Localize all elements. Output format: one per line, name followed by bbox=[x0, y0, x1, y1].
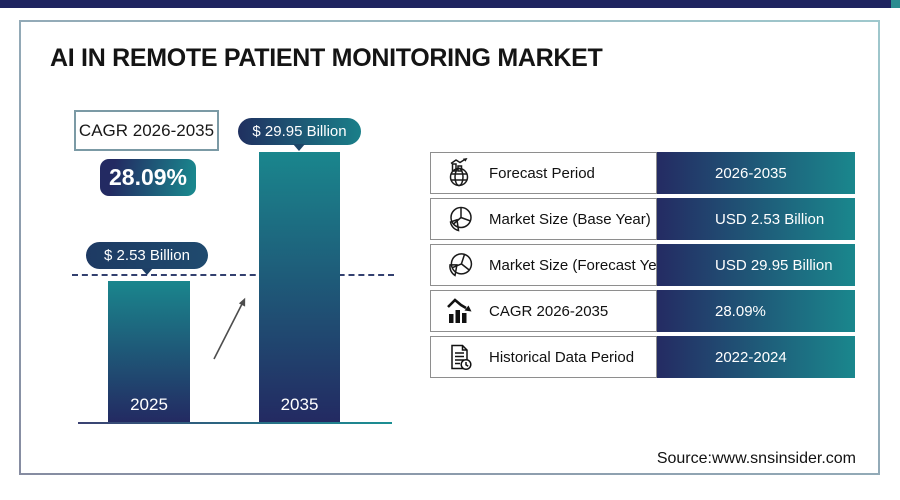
table-row-value: 2022-2024 bbox=[657, 336, 855, 378]
pie-chart-icon bbox=[444, 249, 476, 281]
bar-value-callout-2035: $ 29.95 Billion bbox=[238, 118, 361, 145]
bar-2025: 2025 bbox=[108, 281, 190, 422]
document-clock-icon bbox=[444, 341, 476, 373]
table-row-label: Market Size (Base Year) bbox=[489, 210, 651, 228]
table-row-value: USD 29.95 Billion bbox=[657, 244, 855, 286]
table-row: Historical Data Period 2022-2024 bbox=[430, 336, 855, 378]
table-row-value: 2026-2035 bbox=[657, 152, 855, 194]
table-row-value: 28.09% bbox=[657, 290, 855, 332]
growth-arrow-icon bbox=[213, 297, 246, 360]
page-title: AI IN REMOTE PATIENT MONITORING MARKET bbox=[50, 44, 603, 72]
reference-dashed-line bbox=[72, 274, 394, 276]
table-row: CAGR 2026-2035 28.09% bbox=[430, 290, 855, 332]
bar-2035: 2035 bbox=[259, 152, 340, 422]
bar-year-label: 2035 bbox=[280, 395, 319, 414]
table-row-label: Forecast Period bbox=[489, 164, 595, 182]
cagr-value-badge: 28.09% bbox=[100, 159, 196, 196]
table-row: Forecast Period 2026-2035 bbox=[430, 152, 855, 194]
table-row: Market Size (Base Year) USD 2.53 Billion bbox=[430, 198, 855, 240]
table-row-value: USD 2.53 Billion bbox=[657, 198, 855, 240]
bar-chart-arrow-icon bbox=[444, 295, 476, 327]
bar-value-callout-2025: $ 2.53 Billion bbox=[86, 242, 208, 269]
table-row: Market Size (Forecast Year) USD 29.95 Bi… bbox=[430, 244, 855, 286]
source-credit: Source:www.snsinsider.com bbox=[656, 450, 856, 467]
header-bar bbox=[0, 0, 900, 8]
table-row-label: Market Size (Forecast Year) bbox=[489, 256, 675, 274]
cagr-period-box: CAGR 2026-2035 bbox=[74, 110, 219, 151]
callout-pointer-2035 bbox=[293, 144, 305, 151]
globe-growth-icon bbox=[444, 157, 476, 189]
callout-pointer-2025 bbox=[141, 268, 153, 275]
table-row-label: Historical Data Period bbox=[489, 348, 635, 366]
chart-baseline bbox=[78, 422, 392, 424]
bar-year-label: 2025 bbox=[130, 395, 168, 414]
pie-chart-icon bbox=[444, 203, 476, 235]
table-row-label: CAGR 2026-2035 bbox=[489, 302, 609, 320]
header-bar-accent bbox=[891, 0, 900, 8]
